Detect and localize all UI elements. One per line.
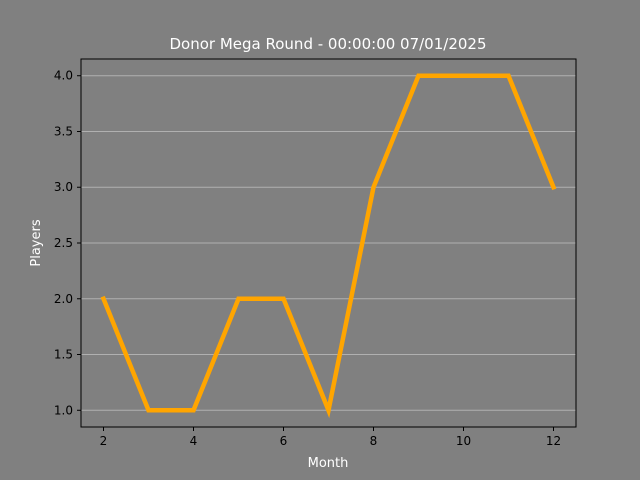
x-tick-label-2: 6 [280,434,288,448]
y-tick-label-6: 4.0 [54,69,73,83]
y-tick-label-3: 2.5 [54,236,73,250]
x-axis-label: Month [308,456,349,471]
plot-area: 2 4 6 8 10 12 1.0 1.5 2.0 2.5 3.0 3.5 4.0 [54,58,577,448]
y-tick-label-1: 1.5 [54,348,73,362]
x-tick-label-5: 12 [546,434,561,448]
x-tick-label-4: 10 [456,434,471,448]
chart-title: Donor Mega Round - 00:00:00 07/01/2025 [170,35,487,53]
y-tick-label-2: 2.0 [54,292,73,306]
x-tick-label-0: 2 [100,434,108,448]
y-axis-label: Players [29,219,44,266]
y-tick-label-5: 3.5 [54,124,73,138]
x-tick-label-1: 4 [190,434,198,448]
x-tick-label-3: 8 [370,434,378,448]
y-tick-label-0: 1.0 [54,403,73,417]
y-tick-label-4: 3.0 [54,180,73,194]
